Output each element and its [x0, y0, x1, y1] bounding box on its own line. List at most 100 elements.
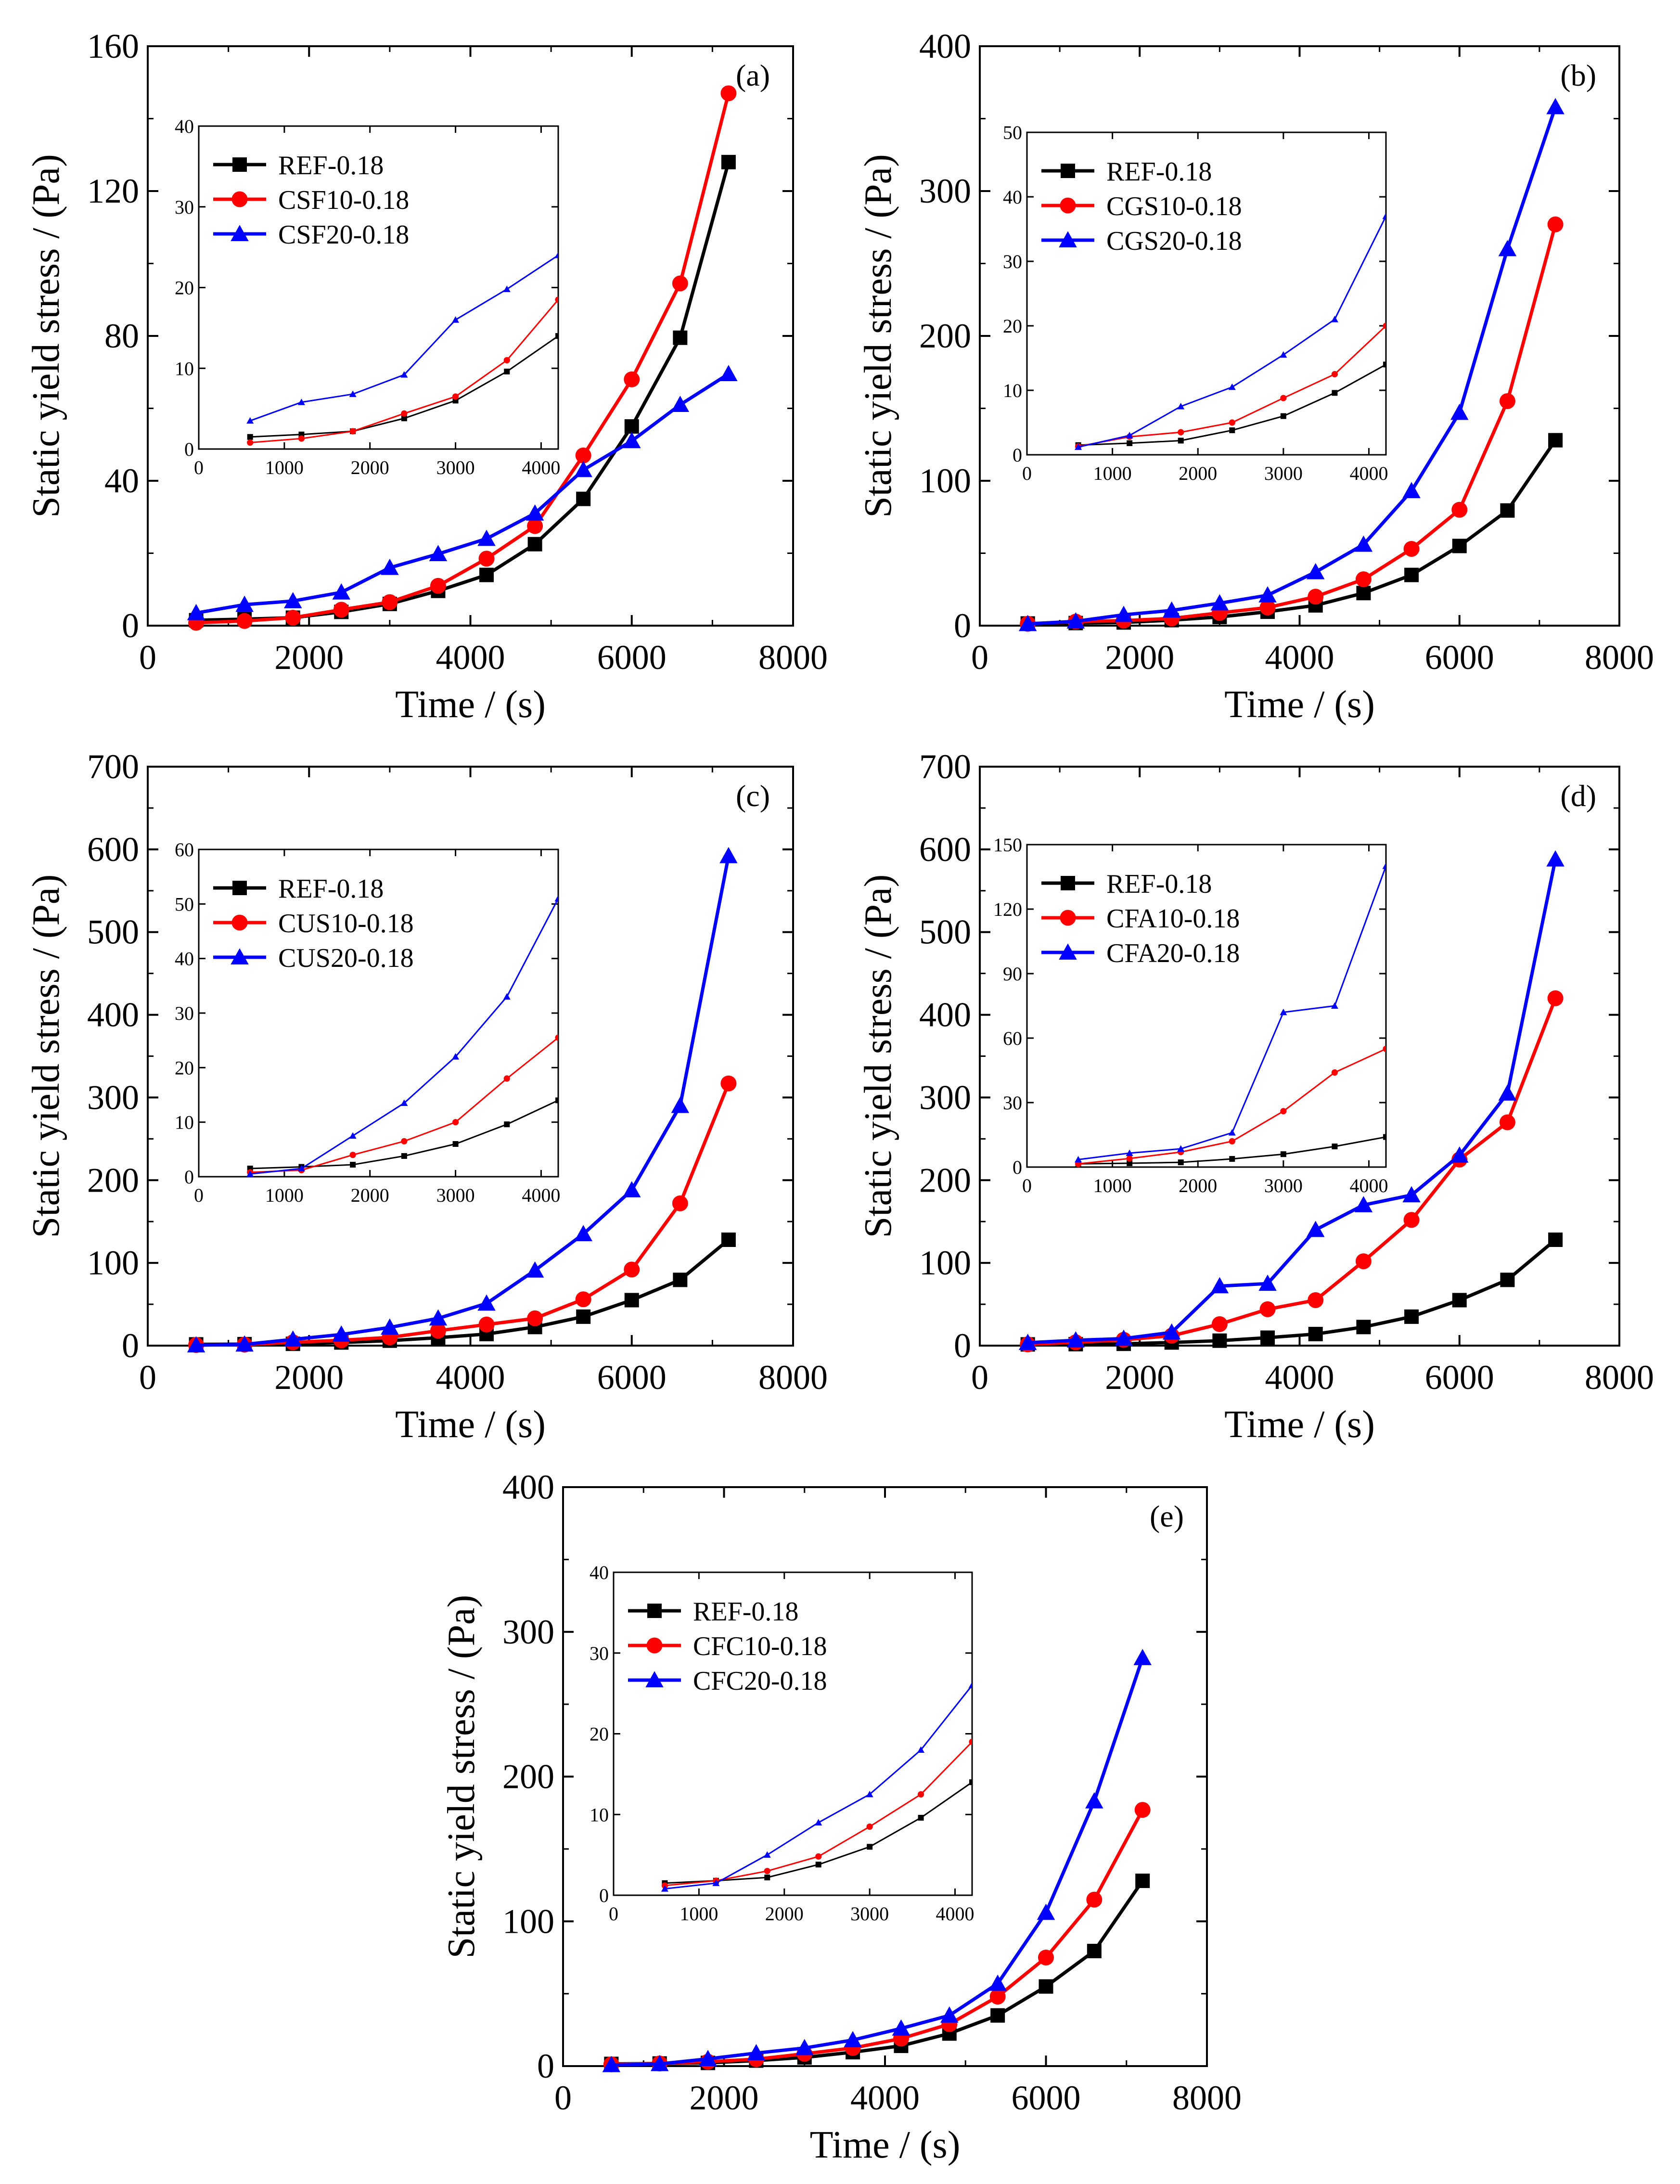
inset-data-point — [1280, 395, 1287, 401]
inset-series — [246, 895, 558, 1177]
legend-marker — [232, 157, 247, 172]
y-tick-label: 100 — [87, 1244, 139, 1282]
inset-data-point — [1383, 361, 1386, 368]
inset-x-tick-label: 3000 — [436, 457, 475, 478]
inset-data-point — [1382, 862, 1386, 869]
inset-data-point — [815, 1819, 822, 1826]
data-point — [1037, 1903, 1055, 1920]
inset-data-point — [764, 1868, 770, 1875]
data-point — [624, 419, 639, 434]
y-tick-label: 160 — [87, 27, 139, 65]
data-series — [188, 85, 737, 631]
data-point — [1135, 1874, 1150, 1889]
inset-x-tick-label: 2000 — [351, 1184, 389, 1206]
inset-data-point — [763, 1851, 771, 1858]
data-point — [430, 578, 446, 594]
inset-frame — [1026, 844, 1387, 1168]
panel-label: (c) — [736, 779, 770, 813]
data-point — [381, 1318, 399, 1335]
x-tick-label: 6000 — [597, 1358, 667, 1397]
inset-data-point — [246, 1170, 254, 1177]
inset-y-tick-label: 10 — [175, 1112, 194, 1133]
data-point — [1212, 1333, 1227, 1348]
inset-data-point — [1331, 1002, 1338, 1009]
y-tick-label: 700 — [919, 747, 971, 786]
inset-data-point — [1228, 1129, 1236, 1136]
data-point — [892, 2019, 911, 2036]
data-point — [382, 594, 398, 610]
data-point — [673, 330, 688, 345]
inset-data-point — [661, 1885, 668, 1892]
data-point — [526, 504, 544, 521]
inset-y-tick-label: 20 — [590, 1723, 609, 1745]
x-tick-label: 4000 — [436, 1358, 505, 1397]
inset-data-point — [297, 398, 305, 405]
inset-data-point — [1178, 437, 1184, 444]
inset-y-tick-label: 30 — [175, 196, 194, 218]
inset-data-point — [400, 1099, 408, 1106]
inset-data-point — [1332, 390, 1338, 396]
inset-y-tick-label: 10 — [1003, 380, 1022, 401]
inset-data-point — [1280, 1108, 1287, 1115]
data-point — [1211, 1316, 1228, 1332]
data-point — [1452, 1293, 1467, 1308]
inset-data-point — [247, 439, 254, 446]
legend-label: CGS10-0.18 — [1106, 192, 1242, 221]
data-point — [1066, 1331, 1085, 1348]
data-point — [1308, 1326, 1323, 1341]
data-series — [187, 365, 738, 620]
data-point — [1259, 599, 1276, 616]
series-line — [196, 855, 731, 1347]
data-point — [1162, 601, 1181, 618]
data-point — [1402, 482, 1421, 499]
inset-data-point — [968, 1682, 972, 1688]
data-point — [1548, 433, 1563, 448]
inset-data-point — [349, 1132, 357, 1139]
x-axis-label: Time / (s) — [810, 2124, 961, 2166]
inset-series — [246, 251, 558, 424]
x-tick-label: 8000 — [1585, 638, 1654, 677]
inset-data-point — [555, 1034, 558, 1041]
inset-y-tick-label: 90 — [1003, 963, 1022, 985]
x-tick-label: 8000 — [758, 638, 828, 677]
data-point — [526, 1261, 544, 1278]
x-axis-label: Time / (s) — [1224, 683, 1375, 726]
inset-frame — [198, 125, 559, 450]
data-point — [1210, 1277, 1229, 1294]
legend-marker — [231, 225, 249, 241]
inset-data-point — [1127, 440, 1133, 446]
series-line — [196, 1082, 731, 1347]
inset-x-tick-label: 0 — [1022, 1175, 1032, 1196]
data-point — [381, 558, 399, 575]
inset-y-tick-label: 30 — [175, 1002, 194, 1024]
data-point — [429, 1309, 448, 1326]
y-tick-label: 500 — [87, 913, 139, 951]
series-line — [196, 92, 731, 625]
data-point — [575, 447, 591, 463]
data-point — [333, 602, 349, 618]
data-point — [719, 365, 738, 382]
data-point — [1499, 393, 1515, 409]
inset-chart: 0 1000 2000 3000 4000 0 10 20 30 40 REF-0.18 CSF10-… — [175, 116, 560, 478]
inset-x-tick-label: 2000 — [1179, 462, 1217, 484]
inset-data-point — [1331, 1069, 1338, 1076]
inset-data-point — [1127, 1160, 1133, 1166]
legend-label: CSF20-0.18 — [278, 220, 409, 250]
inset-series — [1075, 212, 1386, 450]
inset-data-point — [866, 1823, 873, 1830]
data-point — [721, 154, 736, 169]
inset-data-point — [1229, 419, 1235, 426]
x-axis-label: Time / (s) — [395, 683, 546, 726]
data-point — [1115, 1329, 1133, 1346]
inset-data-point — [401, 410, 408, 417]
y-tick-label: 400 — [502, 1468, 554, 1506]
inset-x-tick-label: 2000 — [1179, 1175, 1217, 1196]
legend-label: CFA20-0.18 — [1106, 938, 1240, 968]
data-point — [1259, 1301, 1276, 1317]
inset-series — [1075, 862, 1386, 1163]
inset-data-point — [555, 296, 558, 303]
inset-y-tick-label: 30 — [1003, 251, 1022, 272]
inset-data-point — [1228, 383, 1236, 390]
